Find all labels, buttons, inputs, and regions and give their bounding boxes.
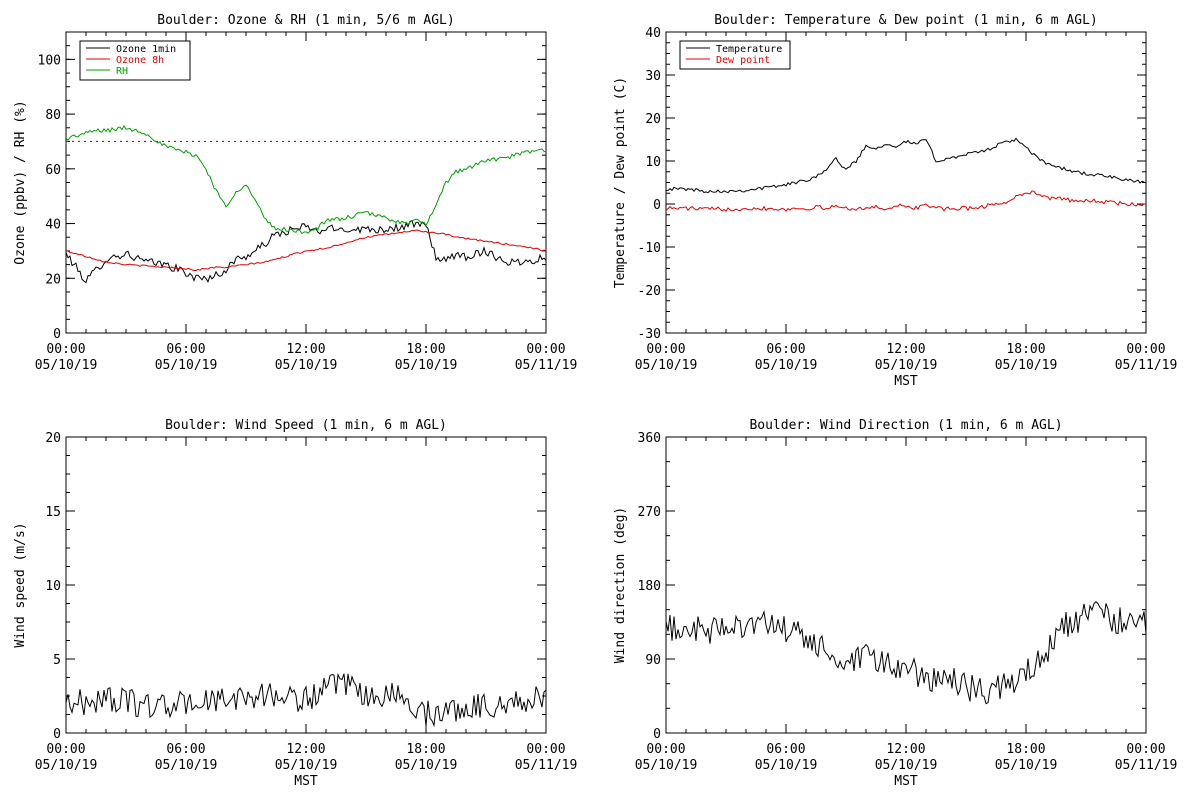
plot-frame [665, 436, 1147, 734]
series-line [65, 672, 547, 728]
series-line [665, 601, 1147, 705]
x-tick-label-date: 05/10/19 [275, 358, 338, 373]
y-axis-label: Ozone (ppbv) / RH (%) [13, 100, 28, 264]
plot-frame [665, 31, 1147, 334]
series-line [65, 220, 547, 284]
chart-title: Boulder: Ozone & RH (1 min, 5/6 m AGL) [157, 13, 454, 28]
x-tick-label-time: 18:00 [406, 742, 445, 757]
x-tick-label-date: 05/10/19 [395, 358, 458, 373]
y-tick-label: 40 [45, 218, 61, 233]
x-tick-label-time: 18:00 [1006, 342, 1045, 357]
x-tick-label-date: 05/10/19 [995, 358, 1058, 373]
legend-label: RH [116, 66, 128, 77]
y-tick-label: 5 [53, 653, 61, 668]
x-tick-label-date: 05/10/19 [35, 758, 98, 773]
x-tick-label-date: 05/10/19 [155, 758, 218, 773]
y-tick-label: -30 [638, 327, 661, 342]
chart-title: Boulder: Wind Speed (1 min, 6 m AGL) [165, 418, 447, 433]
series-line [65, 125, 547, 235]
y-axis-label: Wind direction (deg) [613, 507, 628, 664]
x-tick-label-date: 05/10/19 [635, 758, 698, 773]
legend-label: Ozone 8h [116, 55, 164, 66]
x-tick-label-date: 05/11/19 [515, 358, 578, 373]
x-tick-label-time: 06:00 [166, 742, 205, 757]
x-tick-label-time: 12:00 [286, 342, 325, 357]
x-tick-label-date: 05/11/19 [515, 758, 578, 773]
y-tick-label: 270 [638, 505, 661, 520]
x-tick-label-time: 00:00 [526, 742, 565, 757]
series-line [65, 229, 547, 271]
y-tick-label: 0 [53, 727, 61, 742]
x-tick-label-time: 12:00 [886, 342, 925, 357]
x-axis-label: MST [894, 774, 918, 789]
y-tick-label: 10 [45, 579, 61, 594]
y-tick-label: -20 [638, 284, 661, 299]
x-tick-label-date: 05/10/19 [275, 758, 338, 773]
x-tick-label-date: 05/10/19 [395, 758, 458, 773]
x-tick-label-date: 05/10/19 [635, 358, 698, 373]
series-line [665, 190, 1147, 212]
x-tick-label-time: 00:00 [46, 342, 85, 357]
y-tick-label: 60 [45, 163, 61, 178]
y-tick-label: 0 [653, 198, 661, 213]
x-tick-label-time: 18:00 [406, 342, 445, 357]
chart-3: Boulder: Wind Speed (1 min, 6 m AGL) 00:0… [13, 418, 577, 789]
x-tick-label-time: 00:00 [1126, 342, 1165, 357]
x-tick-label-time: 00:00 [526, 342, 565, 357]
y-tick-label: 20 [45, 431, 61, 446]
y-tick-label: 80 [45, 108, 61, 123]
y-tick-label: 10 [645, 155, 661, 170]
chart-1: Boulder: Ozone & RH (1 min, 5/6 m AGL)00… [13, 13, 577, 373]
y-tick-label: 360 [638, 431, 661, 446]
legend-label: Ozone 1min [116, 44, 176, 55]
y-tick-label: 40 [645, 26, 661, 41]
chart-2: Boulder: Temperature & Dew point (1 min,… [613, 13, 1177, 389]
y-tick-label: 0 [653, 727, 661, 742]
x-tick-label-date: 05/10/19 [755, 758, 818, 773]
chart-4: Boulder: Wind Direction (1 min, 6 m AGL)… [613, 418, 1177, 789]
chart-title: Boulder: Wind Direction (1 min, 6 m AGL) [749, 418, 1062, 433]
x-tick-label-time: 00:00 [1126, 742, 1165, 757]
x-tick-label-date: 05/10/19 [875, 758, 938, 773]
x-tick-label-time: 00:00 [46, 742, 85, 757]
x-tick-label-time: 00:00 [646, 742, 685, 757]
x-axis-label: MST [294, 774, 318, 789]
x-tick-label-time: 06:00 [766, 342, 805, 357]
y-tick-label: 0 [53, 327, 61, 342]
y-tick-label: -10 [638, 241, 661, 256]
x-tick-label-date: 05/10/19 [155, 358, 218, 373]
chart-title: Boulder: Temperature & Dew point (1 min,… [714, 13, 1098, 28]
x-tick-label-date: 05/10/19 [995, 758, 1058, 773]
legend-label: Temperature [716, 44, 782, 55]
x-tick-label-time: 00:00 [646, 342, 685, 357]
y-tick-label: 180 [638, 579, 661, 594]
x-tick-label-date: 05/10/19 [875, 358, 938, 373]
legend-label: Dew point [716, 55, 770, 66]
x-tick-label-time: 18:00 [1006, 742, 1045, 757]
x-tick-label-date: 05/10/19 [755, 358, 818, 373]
y-tick-label: 15 [45, 505, 61, 520]
x-tick-label-date: 05/10/19 [35, 358, 98, 373]
y-axis-label: Temperature / Dew point (C) [613, 77, 628, 288]
x-tick-label-time: 12:00 [286, 742, 325, 757]
x-tick-label-date: 05/11/19 [1115, 758, 1178, 773]
y-tick-label: 20 [45, 272, 61, 287]
y-tick-label: 20 [645, 112, 661, 127]
x-tick-label-date: 05/11/19 [1115, 358, 1178, 373]
y-tick-label: 100 [38, 53, 61, 68]
x-axis-label: MST [894, 374, 918, 389]
y-axis-label: Wind speed (m/s) [13, 522, 28, 647]
legend-box [679, 40, 791, 70]
x-tick-label-time: 12:00 [886, 742, 925, 757]
y-tick-label: 90 [645, 653, 661, 668]
series-line [665, 137, 1147, 194]
y-tick-label: 30 [645, 69, 661, 84]
x-tick-label-time: 06:00 [166, 342, 205, 357]
x-tick-label-time: 06:00 [766, 742, 805, 757]
